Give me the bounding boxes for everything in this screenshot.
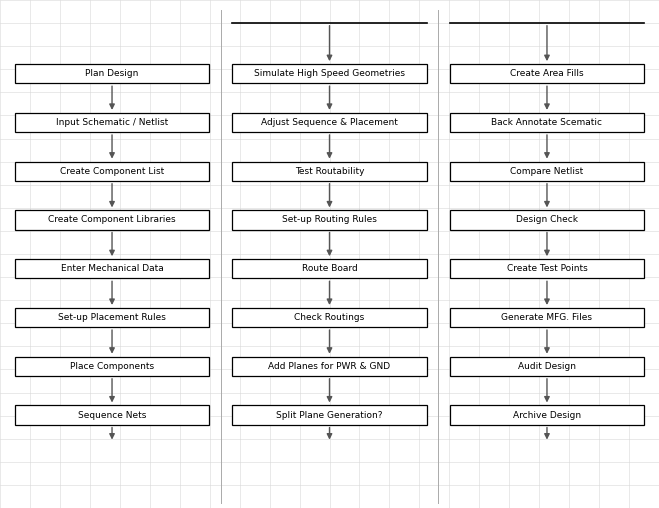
- FancyBboxPatch shape: [233, 308, 427, 327]
- FancyBboxPatch shape: [15, 357, 210, 376]
- FancyBboxPatch shape: [15, 162, 210, 181]
- Text: Check Routings: Check Routings: [295, 313, 364, 322]
- Text: Create Component List: Create Component List: [60, 167, 164, 176]
- Text: Split Plane Generation?: Split Plane Generation?: [276, 410, 383, 420]
- FancyBboxPatch shape: [15, 308, 210, 327]
- Text: Simulate High Speed Geometries: Simulate High Speed Geometries: [254, 69, 405, 78]
- FancyBboxPatch shape: [449, 259, 645, 278]
- Text: Audit Design: Audit Design: [518, 362, 576, 371]
- FancyBboxPatch shape: [449, 405, 645, 425]
- Text: Set-up Routing Rules: Set-up Routing Rules: [282, 215, 377, 225]
- Text: Sequence Nets: Sequence Nets: [78, 410, 146, 420]
- FancyBboxPatch shape: [449, 308, 645, 327]
- Text: Create Test Points: Create Test Points: [507, 264, 587, 273]
- FancyBboxPatch shape: [15, 259, 210, 278]
- Text: Design Check: Design Check: [516, 215, 578, 225]
- FancyBboxPatch shape: [449, 357, 645, 376]
- FancyBboxPatch shape: [15, 405, 210, 425]
- Text: Add Planes for PWR & GND: Add Planes for PWR & GND: [268, 362, 391, 371]
- Text: Place Components: Place Components: [70, 362, 154, 371]
- FancyBboxPatch shape: [233, 162, 427, 181]
- Text: Adjust Sequence & Placement: Adjust Sequence & Placement: [261, 118, 398, 127]
- FancyBboxPatch shape: [449, 113, 645, 132]
- Text: Enter Mechanical Data: Enter Mechanical Data: [61, 264, 163, 273]
- Text: Create Area Fills: Create Area Fills: [510, 69, 584, 78]
- FancyBboxPatch shape: [233, 64, 427, 83]
- Text: Set-up Placement Rules: Set-up Placement Rules: [58, 313, 166, 322]
- Text: Create Component Libraries: Create Component Libraries: [48, 215, 176, 225]
- FancyBboxPatch shape: [15, 113, 210, 132]
- Text: Plan Design: Plan Design: [86, 69, 138, 78]
- FancyBboxPatch shape: [233, 259, 427, 278]
- Text: Input Schematic / Netlist: Input Schematic / Netlist: [56, 118, 168, 127]
- FancyBboxPatch shape: [449, 162, 645, 181]
- Text: Generate MFG. Files: Generate MFG. Files: [501, 313, 592, 322]
- Text: Compare Netlist: Compare Netlist: [510, 167, 584, 176]
- FancyBboxPatch shape: [233, 357, 427, 376]
- Text: Back Annotate Scematic: Back Annotate Scematic: [492, 118, 602, 127]
- FancyBboxPatch shape: [449, 64, 645, 83]
- FancyBboxPatch shape: [449, 210, 645, 230]
- Text: Route Board: Route Board: [302, 264, 357, 273]
- Text: Archive Design: Archive Design: [513, 410, 581, 420]
- Text: Test Routability: Test Routability: [295, 167, 364, 176]
- FancyBboxPatch shape: [15, 210, 210, 230]
- FancyBboxPatch shape: [233, 210, 427, 230]
- FancyBboxPatch shape: [233, 405, 427, 425]
- FancyBboxPatch shape: [233, 113, 427, 132]
- FancyBboxPatch shape: [15, 64, 210, 83]
